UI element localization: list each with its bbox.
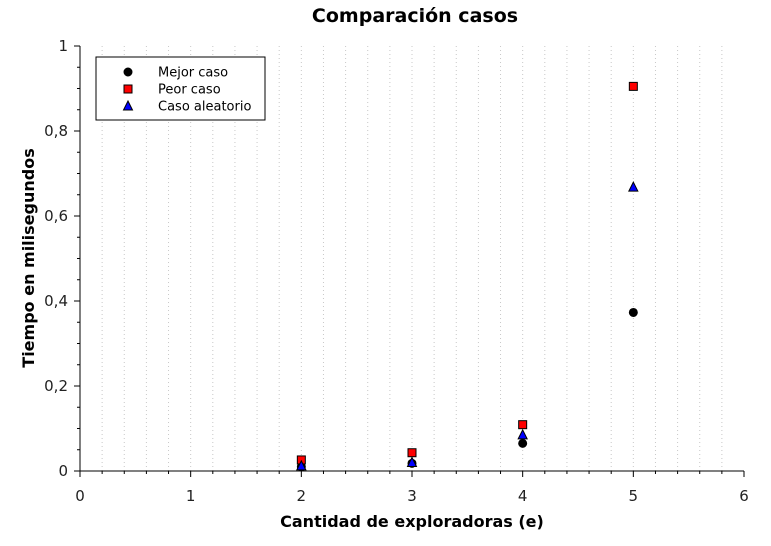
- legend-label: Mejor caso: [158, 66, 228, 81]
- legend-label: Peor caso: [158, 83, 221, 98]
- y-tick-label: 0,8: [44, 122, 68, 140]
- y-tick-label: 0,4: [44, 292, 68, 310]
- x-tick-label: 3: [407, 487, 417, 505]
- legend-marker: [123, 84, 133, 94]
- x-tick-label: 5: [629, 487, 639, 505]
- legend-label: Caso aleatorio: [158, 100, 251, 115]
- data-point: [296, 459, 307, 471]
- y-tick-label: 0,2: [44, 377, 68, 395]
- data-point: [518, 438, 528, 448]
- chart-title: Comparación casos: [312, 5, 518, 27]
- x-tick-label: 0: [75, 487, 85, 505]
- x-tick-label: 1: [186, 487, 196, 505]
- y-tick-label: 0: [58, 462, 68, 480]
- x-tick-label: 2: [297, 487, 307, 505]
- x-axis-label: Cantidad de exploradoras (e): [280, 512, 544, 531]
- data-point: [517, 428, 528, 440]
- y-tick-label: 0,6: [44, 207, 68, 225]
- data-point: [628, 81, 638, 91]
- y-tick-label: 1: [58, 37, 68, 55]
- grid: [101, 46, 723, 471]
- tick-labels: 0 1 2 3 4 5 6 0 0,2 0,4 0,6 0,8 1: [44, 37, 749, 505]
- data-point: [628, 180, 639, 192]
- data-point: [628, 307, 638, 317]
- data-point: [518, 420, 528, 430]
- legend: Mejor caso Peor caso Caso aleatorio: [95, 56, 266, 121]
- data-point: [407, 448, 417, 458]
- x-tick-label: 6: [739, 487, 749, 505]
- data-point: [406, 456, 418, 467]
- data-points: [296, 81, 639, 472]
- legend-marker: [122, 99, 134, 111]
- y-axis-label: Tiempo en milisegundos: [19, 148, 38, 367]
- legend-marker: [123, 67, 133, 77]
- x-tick-label: 4: [518, 487, 528, 505]
- axes: [74, 45, 745, 477]
